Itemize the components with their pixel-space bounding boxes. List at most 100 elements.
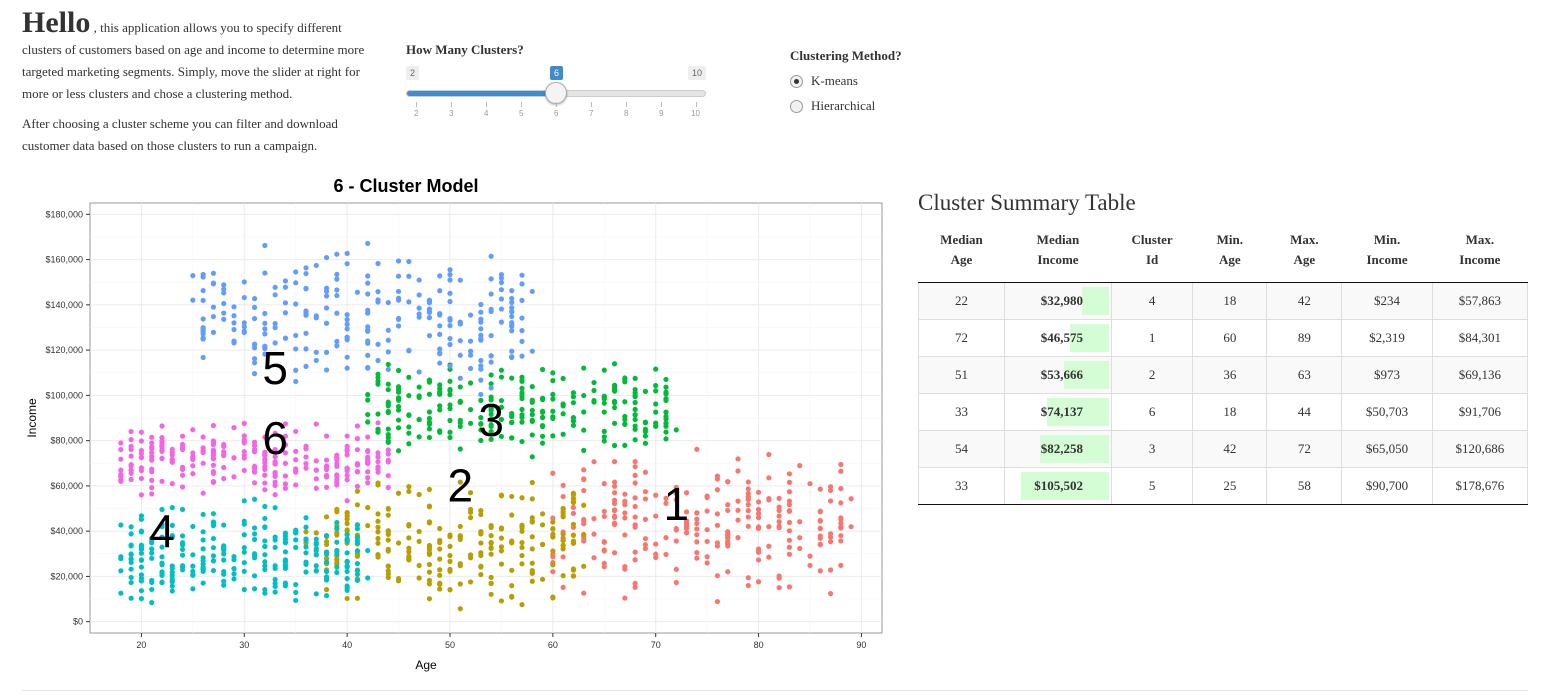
scatter-point: [200, 460, 206, 466]
scatter-point: [457, 446, 463, 452]
scatter-point: [385, 431, 391, 438]
scatter-point: [478, 540, 484, 546]
scatter-point: [663, 397, 669, 404]
scatter-point: [313, 313, 319, 319]
scatter-point: [827, 534, 834, 540]
scatter-point: [190, 427, 196, 433]
scatter-point: [632, 412, 638, 418]
scatter-point: [344, 365, 350, 371]
scatter-point: [539, 366, 546, 373]
scatter-point: [570, 532, 577, 538]
scatter-point: [334, 271, 340, 277]
scatter-point: [385, 426, 391, 432]
column-header[interactable]: Median Age: [918, 230, 1005, 283]
scatter-point: [272, 292, 278, 298]
column-header[interactable]: Min. Age: [1192, 230, 1267, 283]
scatter-point: [365, 475, 371, 481]
scatter-point: [786, 584, 793, 590]
scatter-point: [488, 276, 494, 282]
scatter-point: [385, 366, 391, 373]
scatter-point: [437, 382, 443, 388]
x-tick-label: 50: [445, 640, 455, 650]
scatter-point: [560, 482, 566, 489]
scatter-point: [632, 406, 638, 413]
cluster-count-slider[interactable]: How Many Clusters? 2 6 10 2 3 4 5 6 7 8 9 10: [406, 42, 706, 132]
scatter-point: [642, 545, 649, 552]
radio-hierarchical-circle[interactable]: [790, 99, 803, 113]
scatter-point: [663, 376, 669, 383]
scatter-point: [560, 514, 566, 520]
scatter-point: [149, 440, 155, 446]
scatter-point: [138, 575, 145, 581]
scatter-point: [406, 299, 412, 305]
scatter-point: [694, 539, 700, 545]
scatter-point: [478, 427, 484, 433]
radio-kmeans[interactable]: K-means: [790, 73, 902, 89]
scatter-point: [272, 479, 278, 485]
scatter-point: [334, 532, 340, 538]
scatter-point: [447, 417, 453, 424]
radio-kmeans-circle[interactable]: [790, 74, 803, 88]
scatter-point: [786, 489, 793, 495]
scatter-point: [529, 454, 535, 460]
column-header[interactable]: Max. Income: [1432, 230, 1528, 283]
scatter-point: [601, 513, 607, 520]
column-header[interactable]: Median Income: [1004, 230, 1112, 283]
scatter-point: [683, 524, 690, 530]
column-header[interactable]: Cluster Id: [1111, 230, 1193, 283]
scatter-point: [406, 549, 412, 555]
scatter-point: [313, 568, 319, 574]
scatter-point: [282, 300, 289, 306]
scatter-point: [817, 517, 823, 524]
scatter-point: [272, 454, 278, 460]
scatter-point: [210, 422, 217, 429]
scatter-point: [385, 408, 391, 415]
radio-hierarchical[interactable]: Hierarchical: [790, 98, 902, 114]
method-label: Clustering Method?: [790, 48, 902, 63]
scatter-point: [488, 372, 494, 378]
slider-max-label: 10: [687, 66, 706, 80]
scatter-point: [447, 272, 453, 278]
table-cell-min-income: $973: [1341, 356, 1433, 394]
table-cell-median-income: $74,137: [1003, 393, 1113, 431]
scatter-point: [416, 434, 422, 440]
scatter-point: [570, 422, 577, 428]
scatter-point: [498, 367, 505, 373]
table-cell-max-age: 63: [1266, 356, 1343, 394]
scatter-point: [498, 397, 505, 404]
table-cell-min-age: 25: [1192, 467, 1268, 505]
scatter-point: [581, 538, 587, 544]
scatter-point: [519, 315, 525, 321]
column-header[interactable]: Max. Age: [1266, 230, 1342, 283]
scatter-point: [498, 296, 505, 302]
scatter-point: [591, 555, 597, 561]
median-income-value: $46,575: [1040, 330, 1084, 345]
scatter-point: [570, 510, 577, 516]
scatter-point: [632, 522, 638, 528]
scatter-point: [817, 568, 823, 574]
column-header[interactable]: Min. Income: [1341, 230, 1433, 283]
scatter-point: [313, 540, 319, 546]
scatter-point: [509, 410, 515, 417]
table-cell-max-age: 44: [1266, 393, 1343, 431]
column-header-text: Cluster: [1131, 232, 1173, 247]
slider-handle[interactable]: [545, 82, 567, 104]
scatter-point: [149, 446, 155, 452]
column-header-text: Id: [1145, 252, 1159, 267]
scatter-point: [210, 304, 217, 310]
table-cell-min-income: $2,319: [1341, 319, 1433, 357]
scatter-point: [745, 479, 751, 485]
scatter-point: [344, 334, 350, 340]
scatter-point: [344, 326, 350, 332]
scatter-point: [611, 513, 618, 519]
y-tick-label: $120,000: [45, 345, 83, 355]
scatter-point: [169, 522, 175, 528]
scatter-point: [334, 338, 340, 344]
scatter-point: [262, 466, 268, 473]
scatter-point: [293, 269, 299, 275]
scatter-point: [354, 462, 361, 468]
scatter-point: [519, 378, 525, 384]
scatter-point: [395, 288, 402, 295]
scatter-point: [303, 330, 309, 336]
scatter-point: [365, 392, 371, 398]
